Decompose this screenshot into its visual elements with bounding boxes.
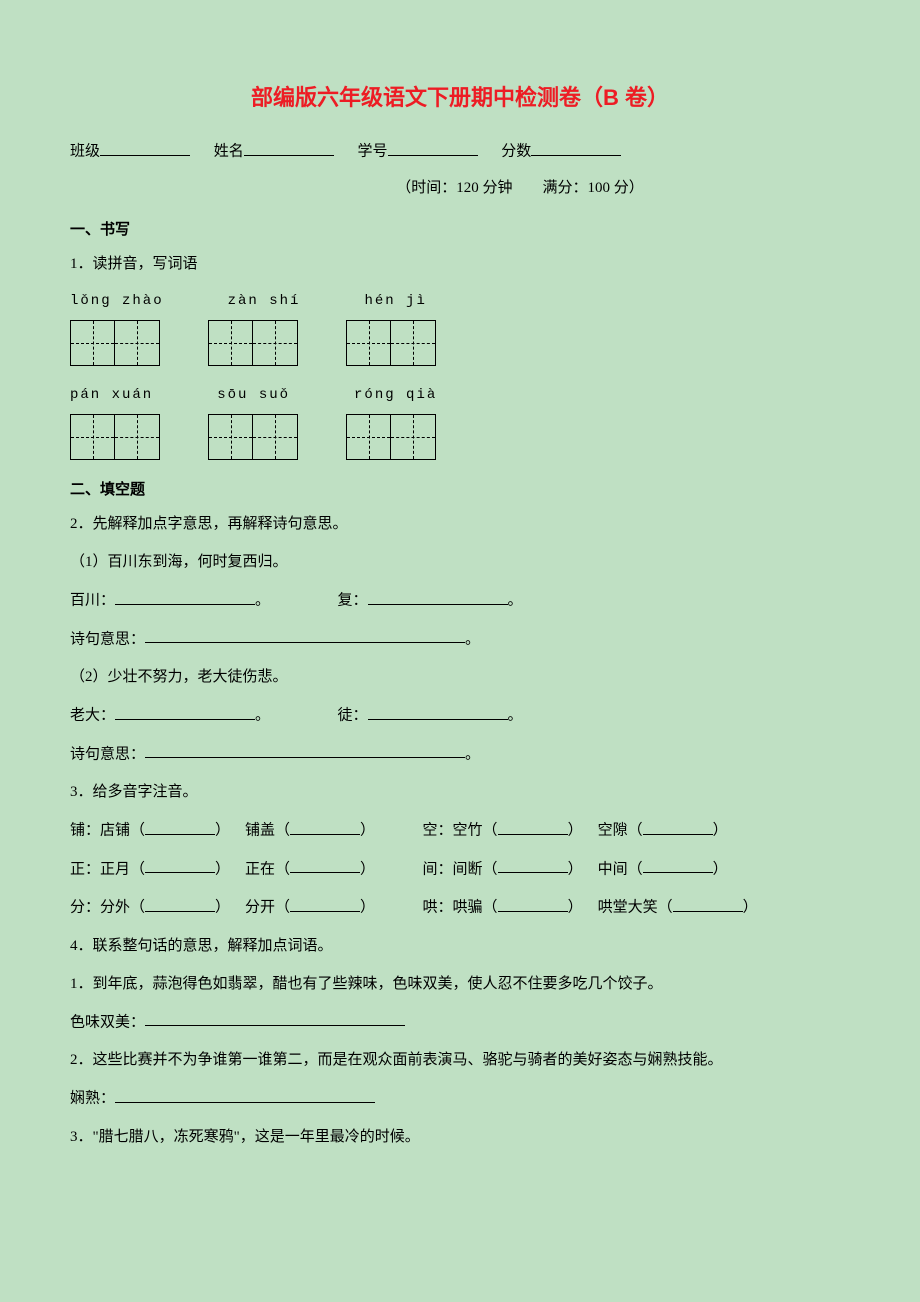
- q3-1-a2: ） 铺盖（: [215, 823, 290, 839]
- q4-text: 4．联系整句话的意思，解释加点词语。: [70, 934, 850, 958]
- q1-text: 1．读拼音，写词语: [70, 252, 850, 276]
- q3-1-b3: ）: [713, 823, 728, 839]
- score-blank[interactable]: [531, 139, 621, 156]
- baichuan-label: 百川：: [70, 593, 115, 609]
- class-blank[interactable]: [100, 139, 190, 156]
- baichuan-blank[interactable]: [115, 588, 255, 605]
- student-info-row: 班级 姓名 学号 分数: [70, 139, 850, 164]
- blank[interactable]: [498, 818, 568, 835]
- class-label: 班级: [70, 144, 100, 160]
- section-2-head: 二、填空题: [70, 478, 850, 502]
- q2-1-blanks: 百川： 。 复： 。: [70, 588, 850, 613]
- sewei-blank[interactable]: [145, 1010, 405, 1027]
- section-1-head: 一、书写: [70, 218, 850, 242]
- meaning-blank[interactable]: [145, 627, 465, 644]
- pinyin-2-3: róng qià: [354, 384, 437, 406]
- q3-3-a1: 分：分外（: [70, 900, 145, 916]
- period: 。: [465, 746, 480, 762]
- time-score-row: （时间：120 分钟 满分：100 分）: [70, 176, 850, 200]
- fu-blank[interactable]: [368, 588, 508, 605]
- pinyin-row-1: lǒng zhào zàn shí hén jì: [70, 290, 850, 312]
- q2-2-blanks: 老大： 。 徒： 。: [70, 703, 850, 728]
- q3-3-b1: 哄：哄骗（: [423, 900, 498, 916]
- blank[interactable]: [145, 818, 215, 835]
- pinyin-2-2: sōu suǒ: [217, 384, 290, 406]
- q4-1-blank-row: 色味双美：: [70, 1010, 850, 1035]
- laoda-blank[interactable]: [115, 703, 255, 720]
- tianzi-box[interactable]: [70, 414, 160, 460]
- q3-2-b2: ） 中间（: [568, 861, 643, 877]
- q3-line-1: 铺：店铺（ ） 铺盖（ ） 空：空竹（ ） 空隙（ ）: [70, 818, 850, 843]
- xianshu-label: 娴熟：: [70, 1091, 115, 1107]
- name-blank[interactable]: [244, 139, 334, 156]
- q2-text: 2．先解释加点字意思，再解释诗句意思。: [70, 512, 850, 536]
- period: 。: [508, 708, 523, 724]
- q3-3-b3: ）: [743, 900, 758, 916]
- q3-1-a3: ）: [360, 823, 375, 839]
- score-label: 分数: [501, 144, 531, 160]
- q3-2-b3: ）: [713, 861, 728, 877]
- q3-1-b2: ） 空隙（: [568, 823, 643, 839]
- q4-2-blank-row: 娴熟：: [70, 1086, 850, 1111]
- exam-title: 部编版六年级语文下册期中检测卷（B 卷）: [70, 80, 850, 115]
- period: 。: [255, 593, 270, 609]
- xianshu-blank[interactable]: [115, 1086, 375, 1103]
- tianzi-box[interactable]: [346, 414, 436, 460]
- blank[interactable]: [145, 857, 215, 874]
- tianzi-box[interactable]: [208, 320, 298, 366]
- tu-blank[interactable]: [368, 703, 508, 720]
- q3-line-2: 正：正月（ ） 正在（ ） 间：间断（ ） 中间（ ）: [70, 857, 850, 882]
- blank[interactable]: [643, 857, 713, 874]
- blank[interactable]: [498, 895, 568, 912]
- q3-1-a1: 铺：店铺（: [70, 823, 145, 839]
- tianzi-row-1: [70, 320, 850, 366]
- id-label: 学号: [358, 144, 388, 160]
- period: 。: [465, 631, 480, 647]
- name-label: 姓名: [214, 144, 244, 160]
- blank[interactable]: [643, 818, 713, 835]
- tianzi-row-2: [70, 414, 850, 460]
- tianzi-box[interactable]: [208, 414, 298, 460]
- period: 。: [255, 708, 270, 724]
- blank[interactable]: [290, 818, 360, 835]
- laoda-label: 老大：: [70, 708, 115, 724]
- pinyin-2-1: pán xuán: [70, 384, 153, 406]
- q2-2-meaning: 诗句意思： 。: [70, 742, 850, 767]
- q3-3-b2: ） 哄堂大笑（: [568, 900, 673, 916]
- pinyin-1-1: lǒng zhào: [70, 290, 164, 312]
- tianzi-box[interactable]: [70, 320, 160, 366]
- pinyin-1-3: hén jì: [364, 290, 426, 312]
- q3-2-a3: ）: [360, 861, 375, 877]
- blank[interactable]: [145, 895, 215, 912]
- q4-3-text: 3．"腊七腊八，冻死寒鸦"，这是一年里最冷的时候。: [70, 1125, 850, 1149]
- q3-3-a3: ）: [360, 900, 375, 916]
- q3-2-a1: 正：正月（: [70, 861, 145, 877]
- pinyin-row-2: pán xuán sōu suǒ róng qià: [70, 384, 850, 406]
- blank[interactable]: [290, 857, 360, 874]
- meaning-blank[interactable]: [145, 742, 465, 759]
- blank[interactable]: [290, 895, 360, 912]
- blank[interactable]: [498, 857, 568, 874]
- q2-1-meaning: 诗句意思： 。: [70, 627, 850, 652]
- blank[interactable]: [673, 895, 743, 912]
- q3-2-a2: ） 正在（: [215, 861, 290, 877]
- q2-2-text: （2）少壮不努力，老大徒伤悲。: [70, 665, 850, 689]
- q2-1-text: （1）百川东到海，何时复西归。: [70, 550, 850, 574]
- meaning-label: 诗句意思：: [70, 746, 145, 762]
- tianzi-box[interactable]: [346, 320, 436, 366]
- q3-text: 3．给多音字注音。: [70, 780, 850, 804]
- meaning-label: 诗句意思：: [70, 631, 145, 647]
- q3-3-a2: ） 分开（: [215, 900, 290, 916]
- tu-label: 徒：: [338, 708, 368, 724]
- q3-1-b1: 空：空竹（: [423, 823, 498, 839]
- q4-1-text: 1．到年底，蒜泡得色如翡翠，醋也有了些辣味，色味双美，使人忍不住要多吃几个饺子。: [70, 972, 850, 996]
- q3-2-b1: 间：间断（: [423, 861, 498, 877]
- q4-2-text: 2．这些比赛并不为争谁第一谁第二，而是在观众面前表演马、骆驼与骑者的美好姿态与娴…: [70, 1048, 850, 1072]
- period: 。: [508, 593, 523, 609]
- q3-line-3: 分：分外（ ） 分开（ ） 哄：哄骗（ ） 哄堂大笑（ ）: [70, 895, 850, 920]
- sewei-label: 色味双美：: [70, 1014, 145, 1030]
- id-blank[interactable]: [388, 139, 478, 156]
- pinyin-1-2: zàn shí: [228, 290, 301, 312]
- fu-label: 复：: [338, 593, 368, 609]
